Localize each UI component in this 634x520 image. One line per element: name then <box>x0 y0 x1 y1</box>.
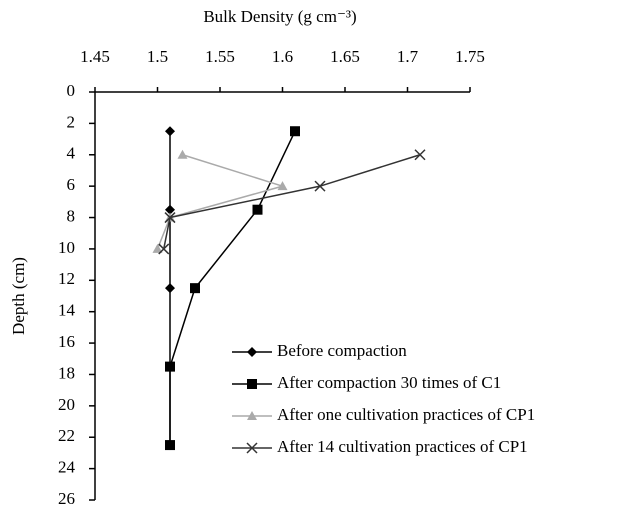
x-tick-label: 1.65 <box>330 47 360 66</box>
x-tick-label: 1.75 <box>455 47 485 66</box>
legend-label: After 14 cultivation practices of CP1 <box>277 437 528 456</box>
legend-label: After compaction 30 times of C1 <box>277 373 501 392</box>
data-point <box>152 243 163 253</box>
y-tick-label: 14 <box>58 301 76 320</box>
x-tick-label: 1.55 <box>205 47 235 66</box>
series-line <box>169 130 296 446</box>
data-point <box>165 283 175 294</box>
y-axis-label: Depth (cm) <box>9 257 28 335</box>
data-point <box>165 440 175 451</box>
data-point <box>290 126 300 137</box>
data-point <box>314 180 326 192</box>
y-tick-label: 18 <box>58 363 75 382</box>
y-tick-label: 6 <box>67 175 76 194</box>
legend-marker <box>247 379 257 389</box>
y-tick-label: 0 <box>67 81 76 100</box>
series-line <box>156 154 286 250</box>
y-tick-label: 24 <box>58 458 76 477</box>
data-point <box>165 361 175 372</box>
y-tick-label: 22 <box>58 426 75 445</box>
data-point <box>165 204 175 215</box>
data-point <box>277 181 288 191</box>
y-tick-label: 10 <box>58 238 75 257</box>
y-tick-label: 8 <box>67 206 76 225</box>
data-point <box>190 283 200 294</box>
y-tick-label: 4 <box>67 144 76 163</box>
x-tick-label: 1.6 <box>272 47 293 66</box>
data-point <box>158 243 170 255</box>
series-line <box>163 154 421 250</box>
legend-label: After one cultivation practices of CP1 <box>277 405 535 424</box>
legend-marker <box>247 347 257 357</box>
data-point <box>177 149 188 159</box>
y-tick-label: 20 <box>58 395 75 414</box>
x-tick-label: 1.7 <box>397 47 419 66</box>
y-tick-label: 12 <box>58 269 75 288</box>
data-point <box>165 126 175 137</box>
x-tick-label: 1.5 <box>147 47 168 66</box>
legend-marker <box>247 411 257 420</box>
chart-title: Bulk Density (g cm⁻³) <box>203 7 356 26</box>
legend-label: Before compaction <box>277 341 407 360</box>
legend-marker <box>246 442 258 454</box>
data-point <box>164 212 176 224</box>
data-point <box>252 204 263 215</box>
y-tick-label: 2 <box>67 112 76 131</box>
x-tick-label: 1.45 <box>80 47 110 66</box>
y-tick-label: 26 <box>58 489 75 508</box>
data-point <box>414 149 426 161</box>
y-tick-label: 16 <box>58 332 75 351</box>
